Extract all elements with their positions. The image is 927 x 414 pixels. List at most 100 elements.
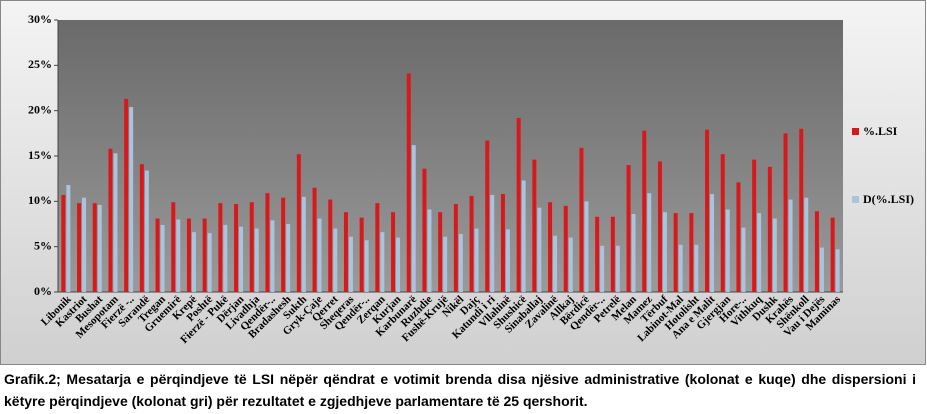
- bar: [500, 194, 505, 292]
- bar: [595, 216, 600, 292]
- bar: [155, 218, 160, 292]
- bar: [673, 213, 678, 292]
- bar: [364, 240, 369, 292]
- legend-swatch: [852, 196, 859, 203]
- bar: [160, 224, 165, 292]
- y-tick-label: 30%: [28, 12, 52, 26]
- bar: [427, 209, 432, 292]
- bar: [642, 130, 647, 292]
- bar: [422, 168, 427, 292]
- bar: [254, 228, 259, 292]
- bar: [270, 220, 275, 292]
- bar: [799, 128, 804, 292]
- bar: [391, 212, 396, 292]
- bar: [490, 194, 495, 292]
- bar: [584, 201, 589, 292]
- y-tick-label: 5%: [34, 238, 52, 252]
- bar: [202, 218, 207, 292]
- bar: [218, 203, 223, 292]
- bar: [458, 233, 463, 292]
- plot-area: [58, 20, 843, 292]
- bar: [772, 218, 777, 292]
- bar: [631, 214, 636, 292]
- bar: [647, 193, 652, 292]
- bar: [411, 145, 416, 292]
- bar: [286, 224, 291, 292]
- bar: [406, 73, 411, 292]
- bar: [804, 197, 809, 292]
- bar: [375, 203, 380, 292]
- bar: [66, 185, 71, 292]
- bar: [333, 228, 338, 292]
- bar: [615, 245, 620, 292]
- bar: [453, 204, 458, 292]
- bar: [176, 219, 181, 292]
- bar: [92, 203, 97, 292]
- bar: [438, 212, 443, 292]
- bar: [532, 159, 537, 292]
- bar: [186, 218, 191, 292]
- bar: [77, 203, 82, 292]
- bar: [819, 247, 824, 292]
- bar: [505, 229, 510, 292]
- bar: [223, 224, 228, 292]
- bar: [720, 154, 725, 292]
- bar: [265, 193, 270, 292]
- bar: [207, 233, 212, 292]
- bar: [359, 217, 364, 292]
- bar: [139, 164, 144, 292]
- bar: [788, 199, 793, 292]
- bar: [108, 148, 113, 292]
- bar: [814, 211, 819, 292]
- bar: [521, 180, 526, 292]
- bar: [171, 202, 176, 292]
- bar: [317, 218, 322, 292]
- bar: [662, 212, 667, 292]
- bar: [568, 237, 573, 292]
- y-tick-label: 15%: [28, 148, 52, 162]
- bar: [113, 153, 118, 292]
- bar: [657, 161, 662, 292]
- bar: [234, 204, 239, 292]
- bar: [343, 212, 348, 292]
- bar: [328, 199, 333, 292]
- y-tick-label: 10%: [28, 193, 52, 207]
- legend-label: %.LSI: [863, 124, 898, 138]
- bar: [563, 205, 568, 292]
- bar: [830, 217, 835, 292]
- caption: Grafik.2; Mesatarja e përqindjeve të LSI…: [4, 371, 916, 409]
- legend-label: D(%.LSI): [863, 192, 914, 206]
- chart: 0%5%10%15%20%25%30%LibonikKastriotBushat…: [0, 0, 926, 365]
- y-tick-label: 25%: [28, 57, 52, 71]
- bar: [783, 133, 788, 292]
- bar: [485, 140, 490, 292]
- bar: [191, 232, 196, 292]
- bar: [710, 194, 715, 292]
- bar: [301, 196, 306, 292]
- bar: [312, 187, 317, 292]
- y-tick-label: 20%: [28, 102, 52, 116]
- bar: [469, 195, 474, 292]
- legend-swatch: [852, 128, 859, 135]
- bar: [626, 165, 631, 292]
- bar: [396, 237, 401, 292]
- bar: [249, 202, 254, 292]
- bar: [124, 98, 129, 292]
- bar: [548, 202, 553, 292]
- bar: [296, 154, 301, 292]
- bar: [348, 236, 353, 292]
- bar: [752, 159, 757, 292]
- bar: [281, 197, 286, 292]
- bar: [129, 107, 134, 292]
- bar: [537, 207, 542, 292]
- bar: [694, 244, 699, 292]
- bar: [239, 226, 244, 292]
- bar: [474, 228, 479, 292]
- bar: [757, 213, 762, 292]
- bar: [600, 245, 605, 292]
- y-tick-label: 0%: [34, 284, 52, 298]
- bar: [380, 232, 385, 292]
- bar: [741, 227, 746, 292]
- bar: [610, 216, 615, 292]
